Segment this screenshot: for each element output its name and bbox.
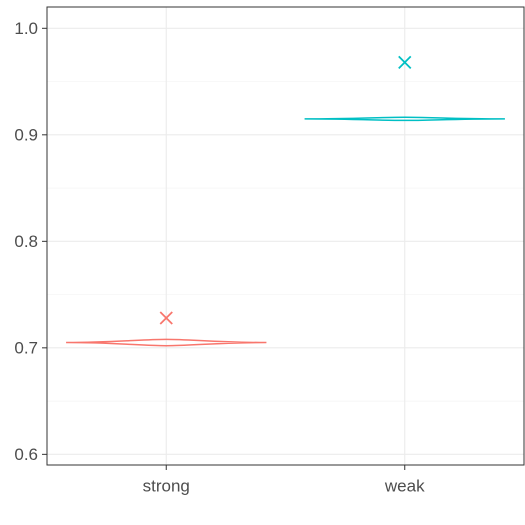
y-tick-label: 0.9 (14, 125, 38, 144)
violin-weak (304, 116, 505, 122)
x-axis: strong weak (143, 465, 425, 496)
x-tick-label-strong: strong (143, 477, 190, 496)
marker-stroke (398, 55, 412, 70)
y-tick-label: 0.6 (14, 445, 38, 464)
y-axis: 0.6 0.7 0.8 0.9 1.0 (14, 19, 47, 464)
marker-stroke (159, 311, 173, 325)
y-tick-label: 0.7 (14, 338, 38, 357)
mean-marker-strong (159, 311, 173, 325)
y-tick-label: 0.8 (14, 232, 38, 251)
plot-marks (66, 55, 505, 347)
y-tick-label: 1.0 (14, 19, 38, 38)
plot-panel-border (46, 6, 525, 466)
x-tick-label-weak: weak (384, 477, 425, 496)
violin-strong (66, 338, 267, 347)
grid-lines (47, 7, 524, 465)
mean-marker-weak (398, 55, 412, 70)
